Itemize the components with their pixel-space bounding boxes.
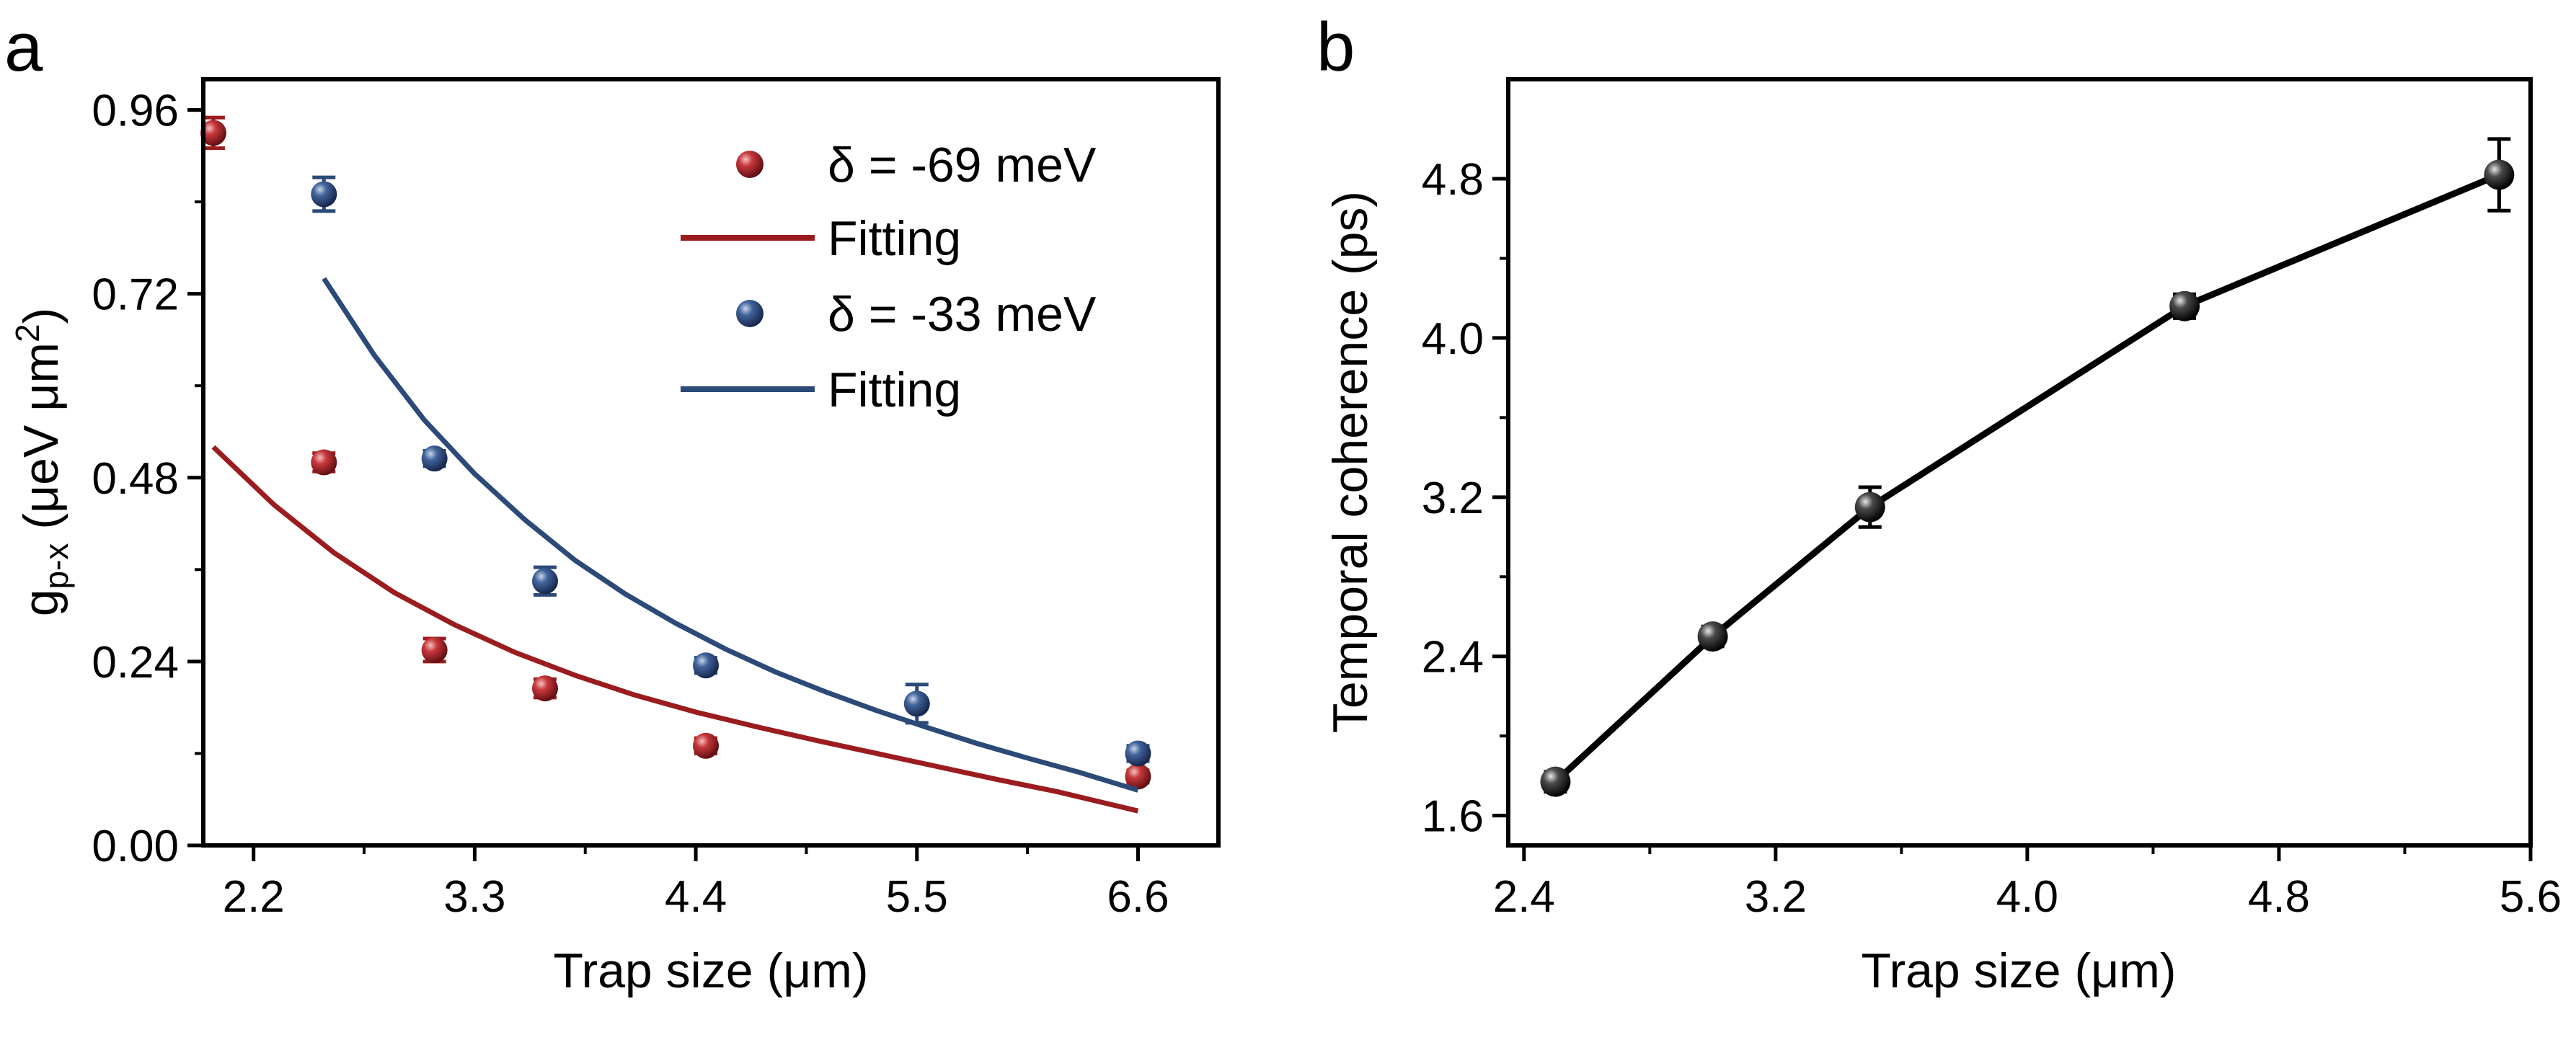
series-0-line [1553, 172, 2501, 784]
y-title-g: g [14, 589, 68, 616]
data-point [311, 181, 337, 208]
y-title-close: ) [14, 308, 68, 324]
panel-a-plot-frame [201, 77, 1221, 848]
y-tick-label: 4.0 [1422, 314, 1484, 364]
data-point [1540, 766, 1571, 797]
panel-b-marks [1540, 137, 2515, 797]
legend-blue-marker [736, 300, 763, 327]
legend-red-label: δ = -69 meV [828, 138, 1097, 192]
panel-a-marks [200, 115, 1151, 814]
panel-b-chart: b 2.4 3.2 4.0 4.8 5.61.62.43.24.04.8 Trap si… [1316, 9, 2562, 998]
data-point [2169, 290, 2200, 321]
y-tick-label: 0.00 [92, 822, 179, 871]
data-point [1125, 740, 1151, 767]
panel-a-y-axis-title: gp-x (μeV μm2) [9, 308, 75, 617]
data-point [693, 732, 720, 759]
panel-b-y-axis-title: Temporal coherence (ps) [1323, 191, 1378, 733]
panel-a-x-axis-title: Trap size (μm) [553, 943, 868, 998]
y-tick-label: 1.6 [1422, 792, 1484, 842]
y-tick-label: 0.96 [92, 86, 179, 136]
panel-b-x-axis-title: Trap size (μm) [1861, 943, 2176, 998]
x-tick-label: 6.6 [1107, 872, 1169, 922]
y-tick-label: 0.72 [92, 270, 179, 320]
y-title-superscript: 2 [9, 324, 46, 342]
x-tick-label: 5.6 [2500, 872, 2562, 922]
legend-red-marker [736, 151, 763, 178]
panel-a-chart: a 2.2 3.3 4.4 5.5 6.6 0.00 0.24 0.48 0.72 0.96 Tr… [4, 9, 1221, 998]
y-tick-label: 4.8 [1422, 155, 1484, 205]
x-tick-label: 4.4 [665, 872, 727, 922]
data-point [421, 636, 448, 663]
series-1-line [211, 445, 1139, 814]
data-point [1125, 763, 1151, 790]
data-point [2484, 159, 2515, 190]
y-tick-label: 3.2 [1422, 474, 1484, 523]
data-point [903, 690, 930, 717]
x-tick-label: 4.0 [1996, 872, 2058, 922]
y-title-subscript: p-x [37, 543, 75, 590]
data-point [1854, 492, 1885, 523]
x-tick-label: 2.4 [1493, 872, 1555, 922]
panel-b-label: b [1316, 9, 1355, 86]
series-3-line [322, 277, 1139, 793]
x-tick-label: 3.2 [1745, 872, 1807, 922]
y-tick-label: 0.48 [92, 454, 179, 504]
data-point [531, 675, 558, 702]
data-point [421, 445, 448, 472]
data-point [1697, 621, 1728, 652]
legend-blue-fit-label: Fitting [828, 363, 961, 417]
data-point [311, 449, 337, 476]
y-tick-label: 0.24 [92, 638, 179, 688]
x-tick-label: 4.8 [2248, 872, 2310, 922]
x-tick-label: 2.2 [223, 872, 285, 922]
y-title-units: (μeV μm [14, 342, 68, 543]
y-tick-label: 2.4 [1422, 633, 1484, 683]
legend-red-fit-label: Fitting [828, 211, 961, 266]
x-tick-label: 5.5 [886, 872, 948, 922]
data-point [200, 120, 226, 146]
panel-a-legend: δ = -69 meV Fitting δ = -33 meV Fitting [681, 138, 1097, 417]
x-tick-label: 3.3 [443, 872, 505, 922]
panel-a-label: a [4, 9, 43, 86]
data-point [531, 568, 558, 595]
legend-blue-label: δ = -33 meV [828, 287, 1097, 342]
panel-b-plot-frame [1506, 77, 2533, 848]
panel-a-ticks: 2.2 3.3 4.4 5.5 6.6 0.00 0.24 0.48 0.72 0.96 [92, 86, 1169, 922]
data-point [693, 652, 720, 679]
panel-b-ticks: 2.4 3.2 4.0 4.8 5.61.62.43.24.04.8 [1422, 155, 2562, 922]
